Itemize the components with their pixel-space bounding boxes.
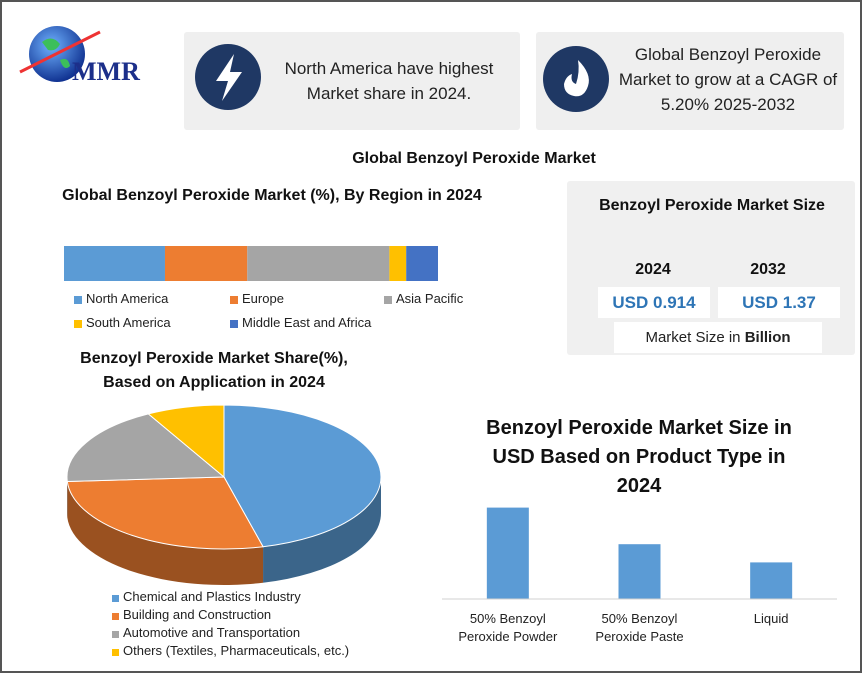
legend-label: Chemical and Plastics Industry (123, 589, 301, 604)
bar-segment (406, 246, 438, 281)
bolt-icon (216, 54, 242, 101)
chart-title: Benzoyl Peroxide Market Share(%), Based … (80, 350, 348, 391)
legend-label: Asia Pacific (396, 291, 464, 306)
year-label: 2032 (750, 261, 786, 278)
market-value: USD 1.37 (718, 287, 840, 318)
legend-swatch (74, 320, 82, 328)
legend-label: Others (Textiles, Pharmaceuticals, etc.) (123, 643, 350, 658)
pie-slice (66, 413, 226, 483)
logo-swoosh (19, 30, 101, 74)
legend-label: Building and Construction (123, 607, 272, 622)
highlight-text: Global Benzoyl Peroxide Market to grow a… (618, 44, 838, 114)
note-text: Market Size in (645, 329, 741, 346)
legend-label: North America (86, 291, 169, 306)
chart-title: Global Benzoyl Peroxide Market (%), By R… (62, 187, 482, 204)
pie-side (263, 477, 381, 583)
pie-slice (223, 404, 382, 548)
bar (750, 562, 793, 599)
year-label: 2024 (635, 261, 671, 278)
note-unit: Billion (744, 329, 791, 346)
bar-segment (164, 246, 248, 281)
bar-segment (247, 246, 390, 281)
legend-swatch (112, 631, 119, 638)
icon-circle (543, 46, 609, 112)
pie-slice (147, 404, 225, 479)
legend-swatch (230, 320, 238, 328)
logo-land (42, 38, 70, 68)
flame-icon (564, 60, 589, 97)
bar-segment (64, 246, 165, 281)
legend-label: Automotive and Transportation (123, 625, 301, 640)
pie-side (67, 481, 264, 585)
bar (618, 544, 661, 599)
legend-label: Middle East and Africa (242, 315, 372, 330)
market-value: USD 0.914 (598, 287, 710, 318)
market-size-title: Benzoyl Peroxide Market Size (599, 197, 825, 214)
bar (486, 507, 529, 599)
legend-swatch (112, 613, 119, 620)
legend-swatch (112, 595, 119, 602)
legend-swatch (230, 296, 238, 304)
market-note: Market Size in Billion (614, 322, 822, 353)
chart-title: Benzoyl Peroxide Market Size in USD Base… (486, 417, 792, 497)
icons (195, 44, 609, 112)
bar-segment (389, 246, 407, 281)
legend-label: Europe (242, 291, 284, 306)
legend-label: South America (86, 315, 171, 330)
legend-swatch (74, 296, 82, 304)
pie-slice (66, 476, 264, 550)
x-tick-label: 50% Benzoyl Peroxide Powder (458, 611, 558, 644)
x-tick-label: 50% Benzoyl Peroxide Paste (595, 611, 684, 644)
legend-swatch (384, 296, 392, 304)
legend-swatch (112, 649, 119, 656)
logo-text: MMR (72, 57, 140, 86)
x-tick-label: Liquid (753, 611, 789, 626)
highlight-text: North America have highest Market share … (284, 59, 494, 103)
main-title: Global Benzoyl Peroxide Market (352, 150, 596, 167)
